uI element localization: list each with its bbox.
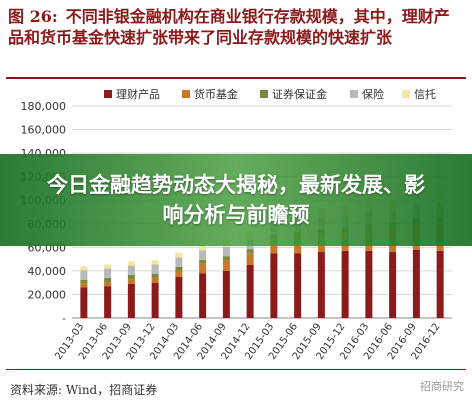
bar-segment [270, 239, 278, 254]
bar-segment [199, 259, 207, 264]
y-tick-label: 180,000 [21, 100, 67, 113]
bar-segment [246, 249, 254, 254]
legend-swatch [402, 90, 410, 98]
bar-segment [104, 286, 112, 318]
figure-number: 图 26: [8, 7, 58, 26]
bottom-rule [6, 369, 466, 370]
bar-segment [294, 253, 302, 318]
legend-label: 信托 [414, 87, 436, 101]
bar-segment [80, 283, 88, 288]
legend-swatch [350, 90, 358, 98]
top-rule [6, 77, 466, 79]
bar-segment [80, 270, 88, 280]
bar-segment [222, 260, 230, 271]
bar-segment [199, 250, 207, 260]
bar-segment [222, 246, 230, 257]
bar-segment [317, 252, 325, 318]
bar-segment [365, 250, 373, 318]
y-tick-label: 160,000 [21, 124, 67, 137]
bar-segment [127, 275, 135, 280]
bar-segment [175, 252, 183, 258]
bar-segment [389, 252, 397, 318]
bar-segment [175, 257, 183, 267]
bar-segment [199, 273, 207, 318]
legend-label: 证券保证金 [272, 87, 327, 101]
bar-segment [222, 256, 230, 261]
bar-segment [175, 266, 183, 271]
legend-swatch [104, 90, 112, 98]
legend-swatch [182, 90, 190, 98]
bar-segment [127, 283, 135, 318]
bar-segment [199, 263, 207, 274]
bar-segment [151, 273, 159, 278]
legend-label: 货币基金 [194, 87, 238, 101]
bar-segment [436, 250, 444, 318]
legend-label: 理财产品 [116, 87, 160, 101]
bar-segment [151, 277, 159, 283]
bar-segment [104, 268, 112, 278]
bar-segment [175, 276, 183, 318]
bar-segment [199, 244, 207, 251]
bar-segment [104, 277, 112, 283]
bar-segment [151, 264, 159, 274]
y-tick-label: 20,000 [28, 288, 67, 301]
bar-segment [104, 264, 112, 269]
source-note: 资料来源: Wind，招商证券 [10, 383, 158, 397]
bar-segment [175, 270, 183, 277]
y-tick-label: - [62, 312, 66, 325]
bar-segment [270, 253, 278, 318]
bar-segment [127, 279, 135, 284]
legend-label: 保险 [362, 87, 384, 101]
bar-segment [127, 261, 135, 266]
bar-segment [151, 260, 159, 265]
bar-segment [80, 279, 88, 284]
bar-segment [80, 266, 88, 271]
bar-segment [151, 282, 159, 318]
legend-swatch [260, 90, 268, 98]
y-tick-label: 40,000 [28, 265, 67, 278]
bar-segment [246, 253, 254, 265]
figure-title-text: 不同非银金融机构在商业银行存款规模，其中，理财产品和货币基金快速扩张带来了同业存… [8, 7, 450, 47]
figure-title: 图 26: 不同非银金融机构在商业银行存款规模，其中，理财产品和货币基金快速扩张带… [8, 6, 464, 48]
bar-segment [104, 282, 112, 287]
watermark-text: 招商研究 [420, 380, 464, 393]
bar-segment [412, 249, 420, 318]
bar-segment [80, 287, 88, 318]
bar-segment [246, 265, 254, 318]
bar-segment [341, 250, 349, 318]
bar-segment [222, 270, 230, 318]
headline-banner: 今日金融趋势动态大揭秘，最新发展、影响分析与前瞻预 [0, 154, 472, 246]
bar-segment [127, 265, 135, 276]
banner-text: 今日金融趋势动态大揭秘，最新发展、影响分析与前瞻预 [47, 173, 425, 227]
